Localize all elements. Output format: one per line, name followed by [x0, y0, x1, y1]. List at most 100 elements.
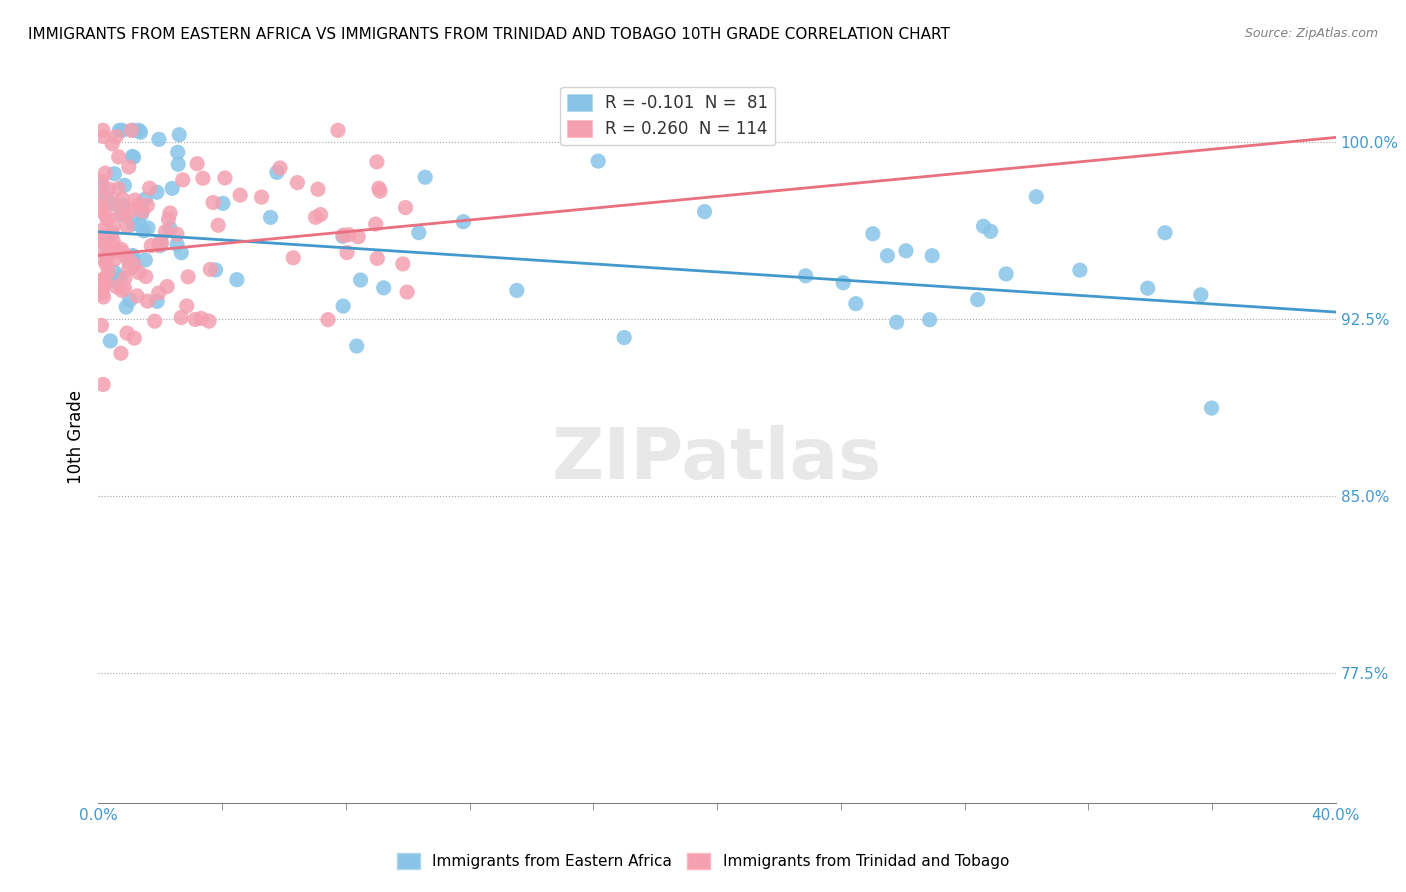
Point — [91, 279, 114, 293]
Point — [198, 314, 221, 328]
Point — [177, 269, 200, 284]
Point — [229, 188, 252, 202]
Point — [121, 217, 143, 231]
Point — [136, 198, 159, 212]
Point — [131, 204, 153, 219]
Point — [336, 245, 359, 260]
Point — [90, 204, 112, 219]
Point — [90, 188, 112, 202]
Point — [156, 279, 179, 293]
Point — [453, 215, 475, 229]
Point — [114, 281, 136, 295]
Point — [110, 208, 132, 222]
Point — [115, 208, 138, 222]
Point — [122, 257, 145, 271]
Point — [214, 170, 236, 185]
Point — [100, 197, 122, 211]
Point — [586, 154, 609, 169]
Point — [125, 289, 148, 303]
Point — [121, 249, 143, 263]
Point — [159, 206, 181, 220]
Point — [136, 294, 159, 309]
Point — [373, 281, 395, 295]
Point — [122, 259, 145, 273]
Point — [90, 233, 112, 247]
Point — [155, 225, 177, 239]
Point — [97, 182, 120, 196]
Point — [94, 271, 117, 285]
Point — [104, 252, 127, 267]
Point — [1154, 226, 1177, 240]
Point — [1069, 263, 1091, 277]
Point — [200, 262, 222, 277]
Point — [269, 161, 291, 175]
Point — [506, 284, 529, 298]
Point — [93, 235, 115, 249]
Point — [141, 238, 163, 252]
Point — [111, 123, 134, 137]
Point — [166, 237, 188, 252]
Point — [148, 286, 170, 301]
Point — [332, 299, 354, 313]
Point — [613, 330, 636, 344]
Point — [266, 165, 288, 179]
Point — [184, 312, 207, 326]
Point — [146, 185, 169, 199]
Point — [285, 176, 308, 190]
Text: Source: ZipAtlas.com: Source: ZipAtlas.com — [1244, 27, 1378, 40]
Point — [396, 285, 419, 299]
Point — [121, 248, 143, 262]
Point — [368, 184, 391, 198]
Point — [105, 275, 128, 289]
Point — [93, 129, 115, 144]
Point — [107, 244, 129, 259]
Point — [90, 174, 112, 188]
Point — [93, 290, 115, 304]
Point — [121, 149, 143, 163]
Point — [307, 182, 329, 196]
Point — [166, 227, 188, 242]
Point — [90, 277, 112, 292]
Point — [170, 310, 193, 325]
Point — [304, 211, 326, 225]
Point — [118, 261, 141, 276]
Point — [111, 198, 134, 212]
Point — [94, 190, 117, 204]
Legend: R = -0.101  N =  81, R = 0.260  N = 114: R = -0.101 N = 81, R = 0.260 N = 114 — [560, 87, 775, 145]
Point — [131, 207, 153, 221]
Point — [186, 157, 208, 171]
Point — [91, 123, 114, 137]
Point — [1025, 190, 1047, 204]
Point — [862, 227, 884, 241]
Point — [150, 235, 173, 250]
Point — [101, 226, 124, 240]
Point — [918, 312, 941, 326]
Point — [105, 129, 128, 144]
Point — [118, 293, 141, 307]
Point — [349, 273, 371, 287]
Point — [332, 229, 354, 244]
Point — [309, 208, 332, 222]
Point — [316, 312, 339, 326]
Point — [394, 201, 416, 215]
Point — [101, 136, 124, 151]
Point — [966, 293, 988, 307]
Point — [122, 150, 145, 164]
Point — [122, 123, 145, 137]
Point — [693, 204, 716, 219]
Point — [103, 167, 125, 181]
Point — [921, 249, 943, 263]
Point — [204, 263, 226, 277]
Point — [93, 277, 115, 291]
Point — [176, 299, 198, 313]
Point — [135, 269, 157, 284]
Point — [832, 276, 855, 290]
Point — [1189, 288, 1212, 302]
Point — [148, 238, 170, 252]
Point — [110, 243, 132, 257]
Point — [1201, 401, 1223, 415]
Point — [91, 377, 114, 392]
Point — [367, 181, 389, 195]
Point — [93, 252, 115, 267]
Point — [191, 171, 214, 186]
